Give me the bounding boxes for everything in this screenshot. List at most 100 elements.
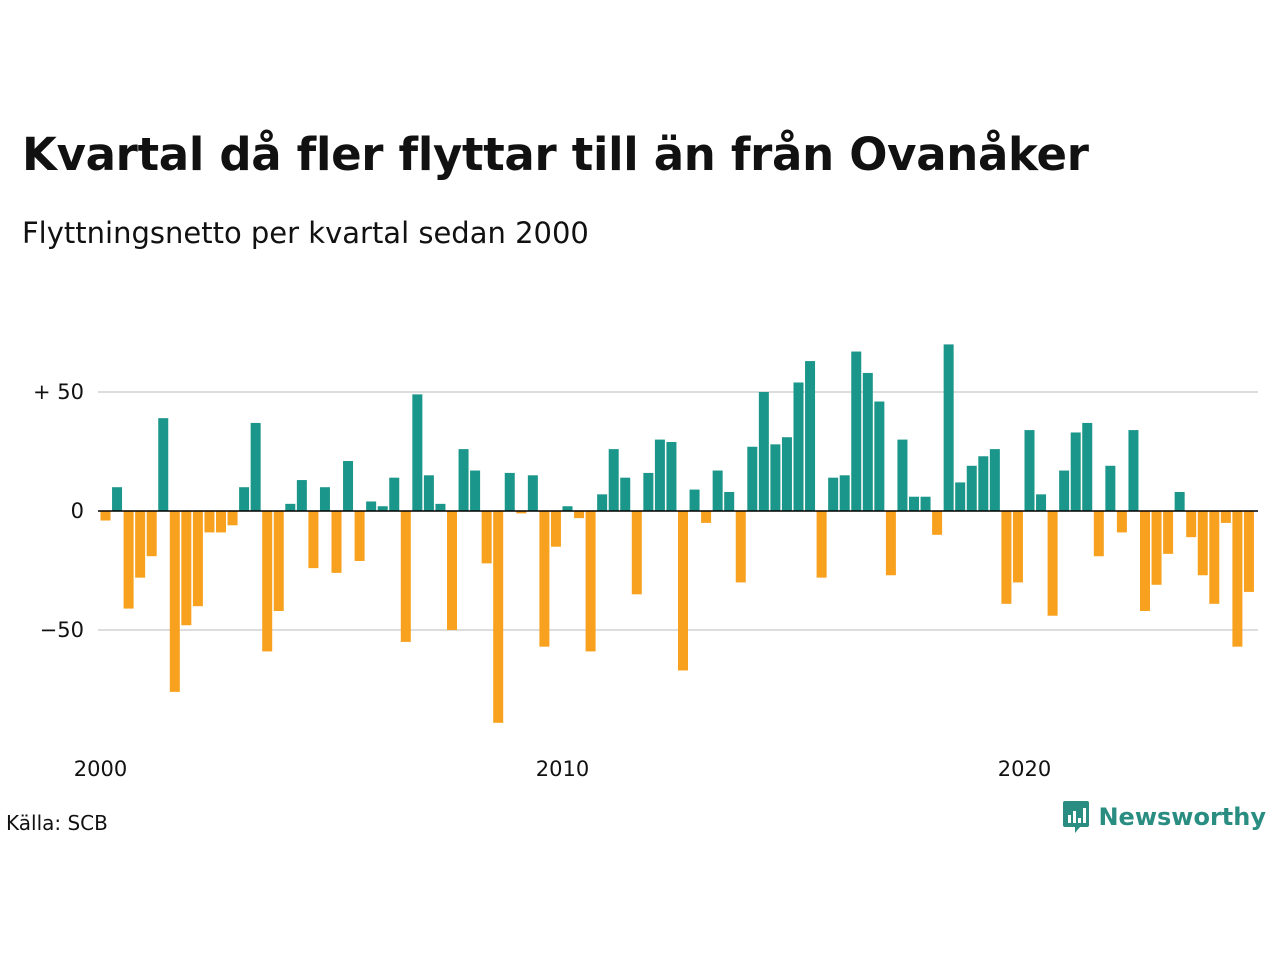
- bar: [331, 511, 342, 573]
- bar: [747, 446, 758, 511]
- chart-title: Kvartal då fler flyttar till än från Ova…: [22, 128, 1089, 181]
- bar: [481, 511, 492, 564]
- bar: [851, 351, 862, 511]
- bars: [100, 344, 1254, 723]
- bar: [758, 392, 769, 511]
- bar: [504, 472, 515, 511]
- bar: [1116, 511, 1127, 533]
- bar: [527, 475, 538, 511]
- bar: [493, 511, 504, 723]
- bar: [631, 511, 642, 595]
- brand-name: Newsworthy: [1098, 803, 1266, 831]
- bar: [539, 511, 550, 647]
- bar: [285, 503, 296, 511]
- bar: [608, 449, 619, 511]
- bar: [1243, 511, 1254, 592]
- bar: [735, 511, 746, 583]
- bar: [319, 487, 330, 511]
- bar: [1059, 470, 1070, 511]
- bar: [262, 511, 273, 652]
- bar: [689, 489, 700, 511]
- bar: [412, 394, 423, 511]
- y-tick-label: 0: [71, 499, 84, 523]
- bar: [1082, 422, 1093, 511]
- x-tick-label: 2000: [74, 757, 127, 781]
- bar: [574, 511, 585, 519]
- bar: [966, 465, 977, 511]
- bar-chart: + 50 0 −50 2000 2010 2020: [33, 344, 1258, 781]
- bar: [678, 511, 688, 671]
- bar: [343, 461, 354, 511]
- y-tick-label: + 50: [33, 380, 84, 404]
- bar: [354, 511, 365, 561]
- bar: [770, 444, 781, 511]
- bar: [1105, 465, 1116, 511]
- bar: [169, 511, 180, 692]
- bar: [192, 511, 203, 607]
- bar: [181, 511, 192, 626]
- bar: [1186, 511, 1197, 538]
- bar: [1140, 511, 1150, 611]
- bar: [874, 401, 885, 511]
- bar: [1232, 511, 1243, 647]
- bar: [216, 511, 226, 533]
- bar: [1163, 511, 1174, 554]
- bar: [135, 511, 146, 578]
- bar: [1024, 430, 1035, 511]
- bar: [897, 439, 908, 511]
- newsworthy-logo-icon: [1063, 801, 1090, 833]
- bar: [435, 503, 446, 511]
- bar: [389, 477, 400, 511]
- bar: [701, 511, 712, 523]
- bar: [470, 470, 481, 511]
- bar: [724, 491, 735, 511]
- bar: [458, 449, 469, 511]
- bar: [839, 475, 850, 511]
- bar: [516, 511, 527, 514]
- bar: [989, 449, 1000, 511]
- source-note: Källa: SCB: [6, 811, 108, 835]
- bar: [366, 501, 377, 511]
- bar: [712, 470, 723, 511]
- brand-logo: Newsworthy: [1062, 800, 1266, 834]
- bar: [585, 511, 596, 652]
- bar: [1209, 511, 1220, 604]
- bar: [955, 482, 966, 511]
- bar: [377, 506, 388, 511]
- bar: [793, 382, 804, 511]
- bar: [978, 456, 989, 511]
- bar: [597, 494, 608, 511]
- y-tick-label: −50: [40, 618, 84, 642]
- bar: [885, 511, 896, 576]
- bar: [562, 506, 573, 511]
- bar: [400, 511, 411, 642]
- bar: [1093, 511, 1104, 557]
- bar: [805, 361, 816, 511]
- bar: [1174, 491, 1185, 511]
- bar: [100, 511, 111, 521]
- bar: [239, 487, 250, 511]
- x-axis-labels: 2000 2010 2020: [74, 757, 1051, 781]
- bar: [620, 477, 631, 511]
- bar: [816, 511, 827, 578]
- bar: [943, 344, 954, 511]
- bar: [227, 511, 238, 526]
- bar: [781, 437, 792, 511]
- bar: [1070, 432, 1081, 511]
- bar: [643, 472, 654, 511]
- bar: [308, 511, 319, 569]
- bar: [146, 511, 157, 557]
- bar: [1047, 511, 1058, 616]
- chart-subtitle: Flyttningsnetto per kvartal sedan 2000: [22, 216, 589, 250]
- bar: [828, 477, 839, 511]
- bar: [550, 511, 561, 547]
- bar: [1036, 494, 1047, 511]
- bar: [123, 511, 134, 609]
- bar: [909, 496, 919, 511]
- bar: [1220, 511, 1231, 523]
- x-tick-label: 2010: [536, 757, 589, 781]
- bar: [423, 475, 434, 511]
- x-tick-label: 2020: [998, 757, 1051, 781]
- bar: [447, 511, 457, 630]
- bar: [862, 372, 873, 511]
